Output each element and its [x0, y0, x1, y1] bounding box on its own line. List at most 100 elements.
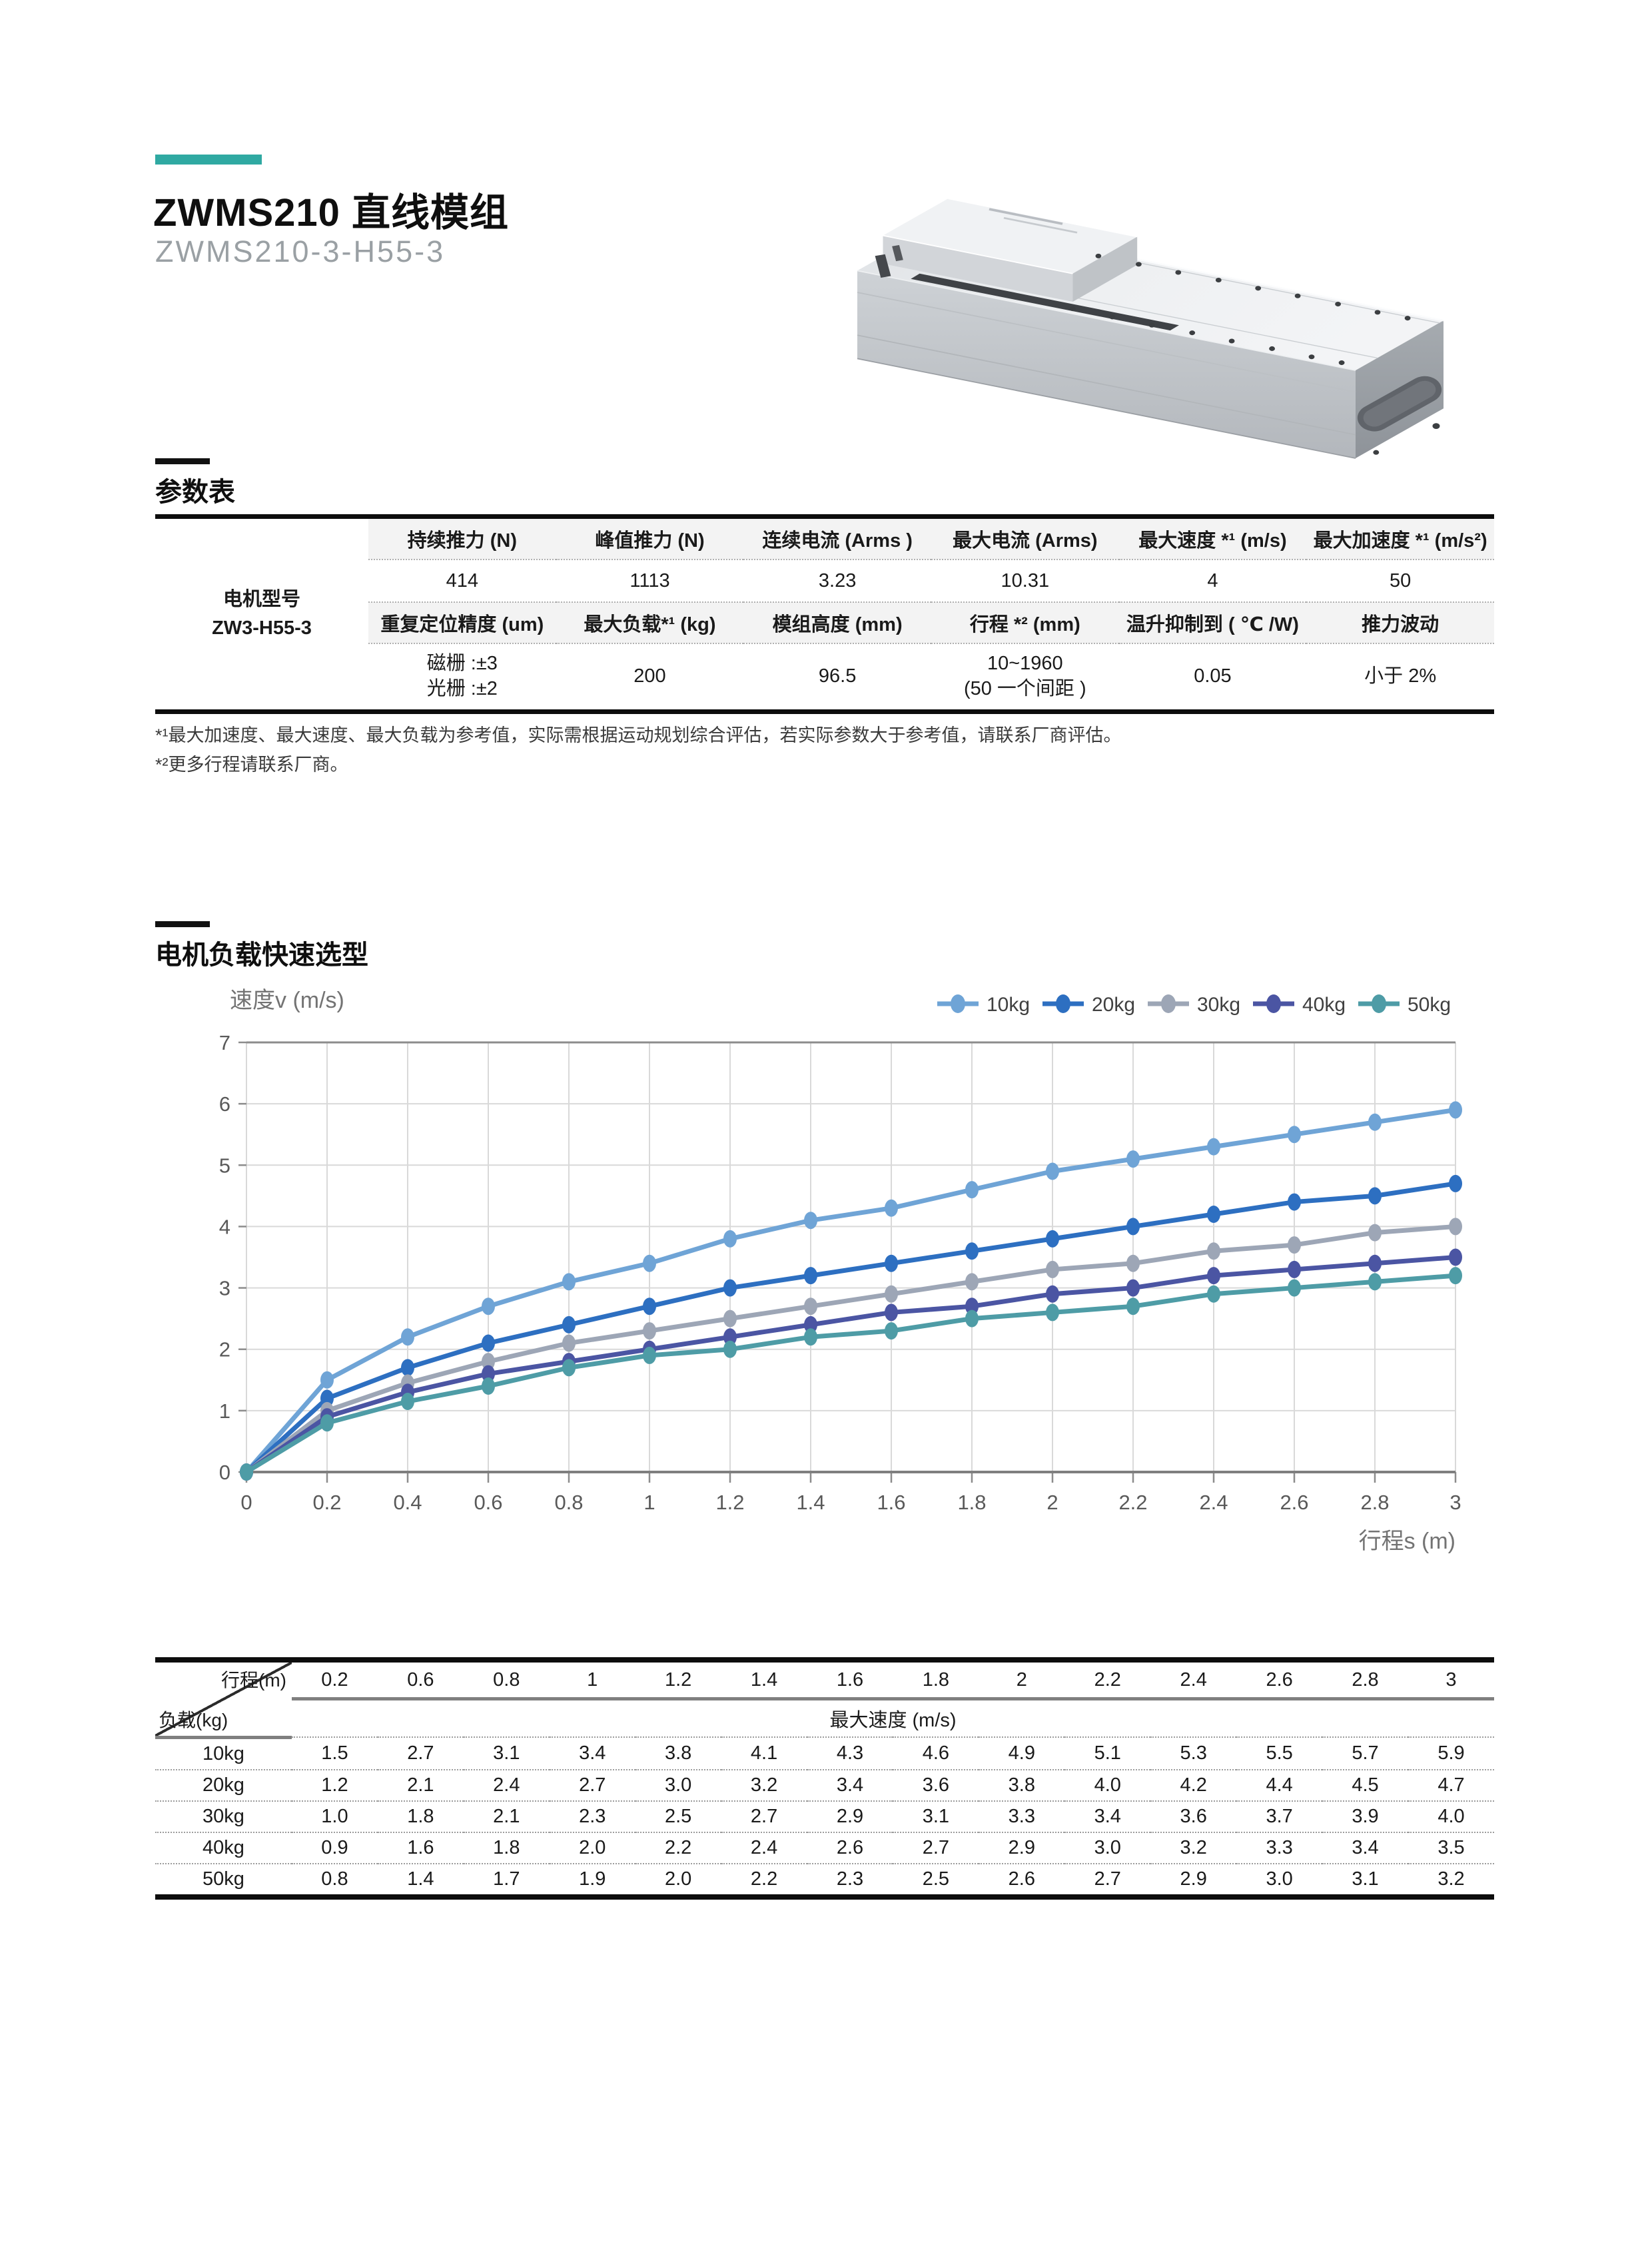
series-point-10kg — [723, 1230, 737, 1248]
speed-header-row: 行程(m) 负载(kg) 0.2 0.6 0.8 1 1.2 1.4 1.6 1.8 2 2.2 2.4… — [155, 1660, 1494, 1739]
page-title: ZWMS210 直线模组 — [153, 191, 510, 234]
motor-model-label: 电机型号 — [222, 588, 300, 610]
y-tick-label: 1 — [219, 1399, 230, 1423]
spec-value-cell: 414 — [368, 560, 556, 603]
series-point-30kg — [1449, 1218, 1462, 1236]
spec-column-header: 最大速度 *¹ (m/s) — [1118, 516, 1307, 560]
series-point-20kg — [643, 1298, 656, 1315]
series-point-50kg — [1288, 1279, 1301, 1297]
series-point-40kg — [885, 1304, 898, 1321]
speed-data-row: 30kg 1.0 1.8 2.1 2.3 2.5 2.7 2.9 3.1 3.3 3.4 3.6 3.7… — [155, 1800, 1494, 1832]
series-point-20kg — [1207, 1206, 1220, 1223]
speed-value-cell: 1.9 — [549, 1862, 635, 1897]
speed-value-cell: 2.5 — [635, 1800, 721, 1832]
x-tick-label: 2 — [1046, 1491, 1058, 1514]
series-point-50kg — [885, 1322, 898, 1340]
series-point-50kg — [240, 1463, 253, 1481]
spec-column-header: 连续电流 (Arms ) — [743, 516, 931, 560]
series-point-30kg — [1207, 1242, 1220, 1260]
series-point-10kg — [1126, 1150, 1140, 1168]
x-tick-label: 0 — [240, 1491, 252, 1514]
speed-value-cell: 1.8 — [463, 1831, 550, 1864]
spec-value-cell: 4 — [1118, 560, 1307, 603]
y-tick-label: 4 — [219, 1215, 230, 1238]
series-point-20kg — [1368, 1187, 1382, 1205]
speed-value-cell: 2.3 — [807, 1862, 893, 1897]
speed-value-cell: 2.2 — [721, 1862, 807, 1897]
load-row-label: 20kg — [155, 1768, 292, 1801]
legend-marker-20kg — [1056, 994, 1070, 1013]
y-tick-label: 6 — [219, 1092, 230, 1116]
series-point-30kg — [643, 1322, 656, 1340]
speed-value-cell: 2.7 — [721, 1800, 807, 1832]
speed-value-cell: 2.0 — [635, 1862, 721, 1897]
end-handle — [1357, 376, 1442, 432]
speed-value-cell: 4.1 — [721, 1736, 807, 1770]
spec-value-cell: 0.05 — [1194, 665, 1232, 687]
x-tick-label: 1 — [643, 1491, 655, 1514]
stroke-column-header: 2.6 — [1236, 1660, 1323, 1700]
legend-label-50kg: 50kg — [1408, 994, 1451, 1016]
product-image — [857, 198, 1444, 459]
legend-marker-40kg — [1266, 994, 1281, 1013]
load-row-label: 50kg — [155, 1862, 292, 1897]
series-point-20kg — [401, 1359, 414, 1377]
spec-value-cell: 3.23 — [743, 560, 931, 603]
series-point-50kg — [723, 1340, 737, 1358]
stroke-column-header: 1 — [549, 1660, 635, 1700]
speed-data-row: 20kg 1.2 2.1 2.4 2.7 3.0 3.2 3.4 3.6 3.8 4.0 4.2 4.4… — [155, 1768, 1494, 1801]
spec-column-header: 模组高度 (mm) — [743, 602, 931, 644]
series-point-40kg — [482, 1365, 495, 1383]
spec-column-header: 持续推力 (N) — [368, 516, 556, 560]
series-line-10kg — [244, 1107, 1458, 1475]
spec-value-row-2: 磁栅 :±3 光栅 :±2 200 96.5 10~1960 (50 一个间距 ) 0.… — [155, 643, 1494, 712]
speed-value-cell: 1.8 — [377, 1800, 464, 1832]
speed-value-cell: 3.9 — [1322, 1800, 1408, 1832]
speed-value-cell: 5.7 — [1322, 1736, 1408, 1770]
series-point-50kg — [1207, 1285, 1220, 1303]
spec-column-header: 最大加速度 *¹ (m/s²) — [1306, 516, 1494, 560]
speed-value-cell: 0.9 — [292, 1831, 378, 1864]
spec-column-header: 行程 *² (mm) — [931, 602, 1119, 644]
stroke-column-header: 2.2 — [1064, 1660, 1151, 1700]
series-point-10kg — [1368, 1113, 1382, 1131]
x-tick-label: 2.6 — [1280, 1491, 1308, 1514]
series-point-20kg — [965, 1242, 979, 1260]
speed-value-cell: 2.9 — [1150, 1862, 1237, 1897]
series-point-40kg — [1368, 1254, 1382, 1272]
spec-value-cell: 小于 2% — [1364, 665, 1437, 687]
y-tick-label: 2 — [219, 1338, 230, 1361]
series-point-50kg — [1046, 1304, 1059, 1321]
speed-value-cell: 5.5 — [1236, 1736, 1323, 1770]
speed-value-cell: 3.4 — [1064, 1800, 1151, 1832]
stroke-column-header: 2.4 — [1150, 1660, 1237, 1700]
speed-data-row: 10kg 1.5 2.7 3.1 3.4 3.8 4.1 4.3 4.6 4.9 5.1 5.3 5.5… — [155, 1736, 1494, 1770]
series-point-10kg — [965, 1181, 979, 1199]
x-tick-label: 3 — [1449, 1491, 1461, 1514]
speed-value-cell: 3.7 — [1236, 1800, 1323, 1832]
max-speed-span-header: 最大速度 (m/s) — [829, 1710, 957, 1731]
speed-value-cell: 4.3 — [807, 1736, 893, 1770]
series-point-20kg — [1288, 1193, 1301, 1211]
series-point-10kg — [885, 1199, 898, 1217]
speed-value-cell: 3.0 — [635, 1768, 721, 1801]
spec-value-row-1: 414 1113 3.23 10.31 4 50 — [155, 560, 1494, 603]
speed-value-cell: 2.4 — [721, 1831, 807, 1864]
speed-value-cell: 4.6 — [893, 1736, 979, 1770]
legend-label-30kg: 30kg — [1197, 994, 1240, 1016]
speed-value-cell: 2.7 — [377, 1736, 464, 1770]
spec-column-header: 最大电流 (Arms) — [931, 516, 1119, 560]
series-point-10kg — [643, 1254, 656, 1272]
series-point-50kg — [1126, 1298, 1140, 1315]
speed-value-cell: 4.0 — [1064, 1768, 1151, 1801]
spec-column-header: 最大负载*¹ (kg) — [556, 602, 744, 644]
legend-marker-50kg — [1372, 994, 1386, 1013]
speed-value-cell: 3.2 — [1408, 1862, 1494, 1897]
speed-value-cell: 1.5 — [292, 1736, 378, 1770]
series-line-40kg — [244, 1255, 1458, 1475]
speed-value-cell: 2.7 — [1064, 1862, 1151, 1897]
stroke-column-header: 1.2 — [635, 1660, 721, 1700]
series-point-30kg — [1288, 1236, 1301, 1254]
speed-value-cell: 0.8 — [292, 1862, 378, 1897]
x-tick-label: 0.6 — [474, 1491, 502, 1514]
